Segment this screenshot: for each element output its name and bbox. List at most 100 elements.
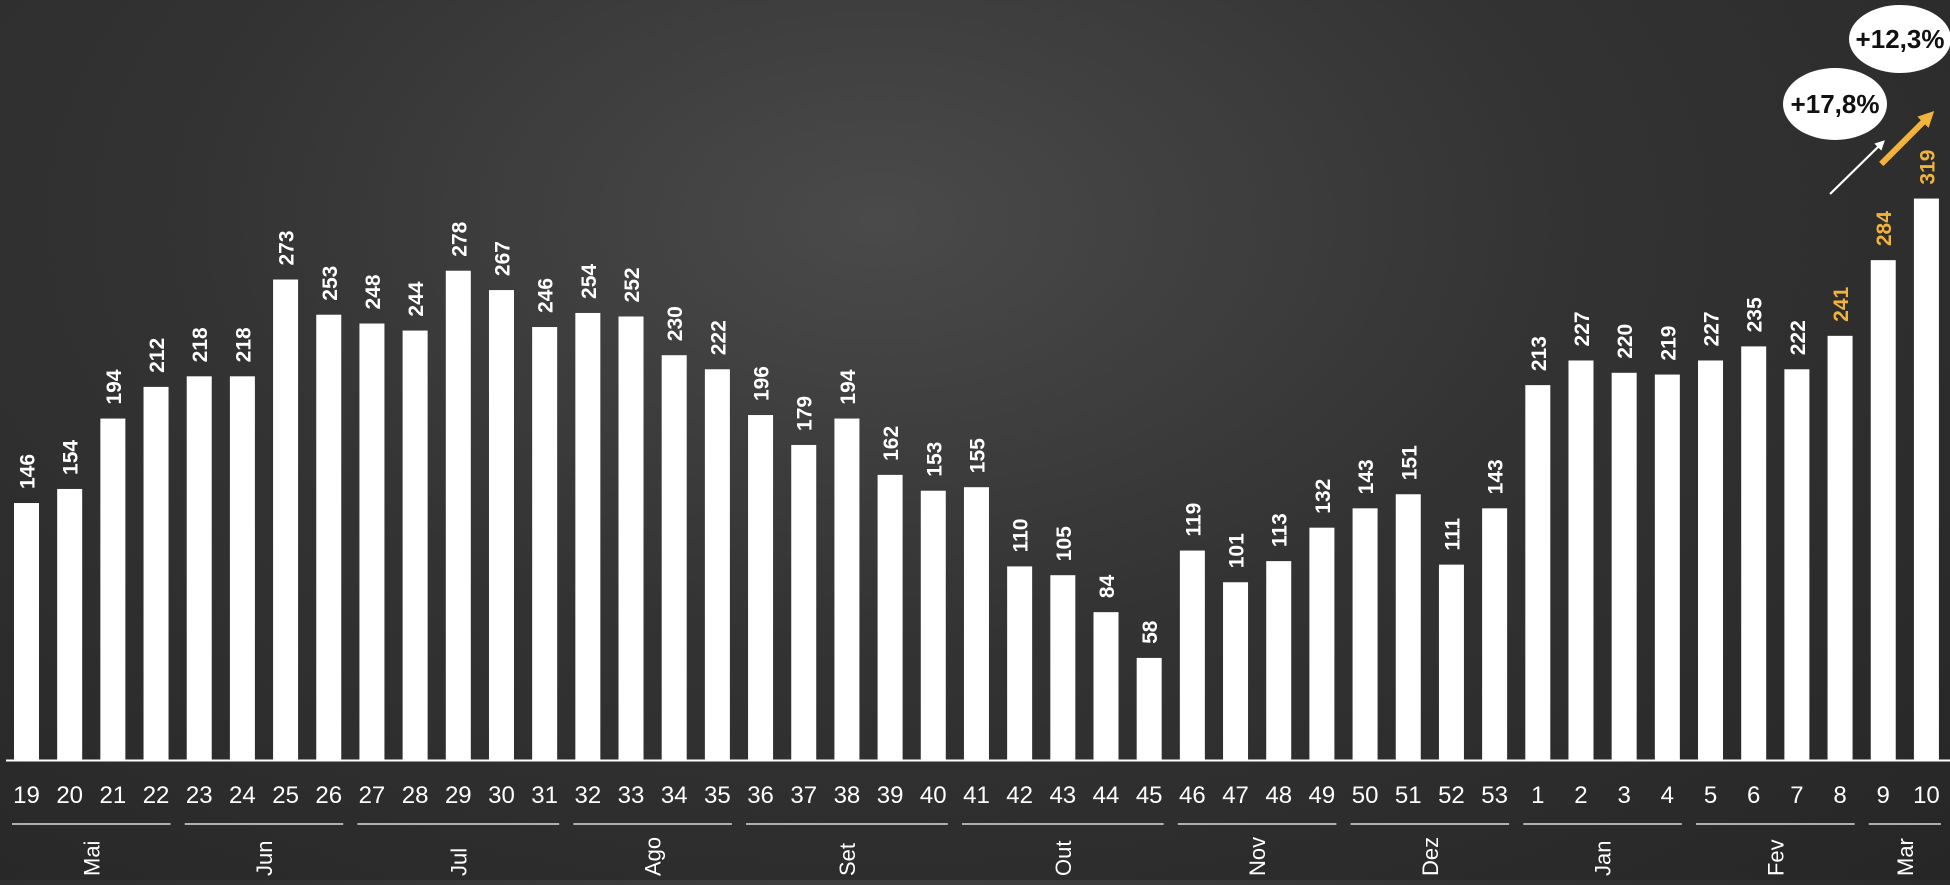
tick-label-week-21: 21 [100, 782, 127, 809]
tick-label-week-44: 44 [1093, 782, 1120, 809]
tick-label-week-51: 51 [1395, 782, 1422, 809]
data-label-week-19: 146 [17, 454, 40, 489]
bar-week-21 [100, 418, 126, 760]
bar-week-46 [1179, 550, 1205, 760]
bar-week-39 [877, 474, 903, 760]
callout-text-1: +17,8% [1791, 89, 1880, 119]
callout-bubble-1 [1783, 68, 1887, 140]
tick-label-week-53: 53 [1481, 782, 1508, 809]
bar-week-27 [359, 323, 385, 760]
month-label-Dez: Dez [1418, 837, 1443, 876]
bar-week-20 [57, 488, 83, 760]
data-label-week-30: 267 [491, 241, 514, 276]
tick-label-week-2: 2 [1574, 782, 1587, 809]
tick-label-week-25: 25 [272, 782, 299, 809]
bar-week-30 [488, 290, 514, 760]
data-label-week-2: 227 [1571, 311, 1594, 346]
tick-label-week-38: 38 [834, 782, 861, 809]
tick-label-week-45: 45 [1136, 782, 1163, 809]
callout-bubble-2 [1849, 5, 1950, 73]
month-label-Nov: Nov [1245, 837, 1270, 876]
data-label-week-23: 218 [189, 327, 212, 362]
month-label-Jan: Jan [1591, 841, 1616, 876]
tick-label-week-40: 40 [920, 782, 947, 809]
bar-week-10 [1913, 198, 1939, 760]
bar-week-32 [575, 312, 601, 760]
tick-label-week-31: 31 [531, 782, 558, 809]
tick-label-week-50: 50 [1352, 782, 1379, 809]
bar-week-41 [963, 487, 989, 760]
tick-label-week-6: 6 [1747, 782, 1760, 809]
month-label-Fev: Fev [1763, 839, 1788, 876]
data-label-week-53: 143 [1485, 459, 1508, 494]
bar-week-43 [1050, 575, 1076, 760]
arrow-white-8 [1829, 140, 1885, 195]
bar-week-5 [1698, 360, 1724, 760]
data-label-week-39: 162 [880, 426, 903, 461]
data-label-week-27: 248 [362, 274, 385, 309]
tick-label-week-4: 4 [1661, 782, 1674, 809]
bar-week-24 [229, 376, 255, 760]
data-label-week-47: 101 [1226, 533, 1249, 568]
tick-label-week-34: 34 [661, 782, 688, 809]
bar-week-48 [1266, 561, 1292, 760]
data-label-week-35: 222 [707, 320, 730, 355]
data-label-week-28: 244 [405, 281, 428, 316]
tick-label-week-43: 43 [1049, 782, 1076, 809]
bar-week-49 [1309, 527, 1335, 760]
tick-label-week-42: 42 [1006, 782, 1033, 809]
tick-label-week-20: 20 [56, 782, 83, 809]
month-label-Jul: Jul [446, 848, 471, 876]
bar-week-22 [143, 386, 169, 760]
data-label-week-21: 194 [103, 369, 126, 404]
data-label-week-9: 284 [1873, 211, 1896, 246]
bar-week-42 [1007, 566, 1033, 760]
month-label-Mar: Mar [1893, 838, 1918, 876]
data-label-week-42: 110 [1010, 519, 1033, 553]
tick-label-week-1: 1 [1531, 782, 1544, 809]
tick-label-week-36: 36 [747, 782, 774, 809]
callout-text-2: +12,3% [1856, 24, 1945, 54]
data-label-week-52: 111 [1441, 518, 1464, 551]
tick-label-week-33: 33 [618, 782, 645, 809]
data-label-week-5: 227 [1701, 311, 1724, 346]
bar-week-31 [532, 327, 558, 760]
data-label-week-38: 194 [837, 369, 860, 404]
bar-week-2 [1568, 360, 1594, 760]
bar-week-50 [1352, 508, 1378, 760]
data-label-week-26: 253 [319, 266, 342, 301]
tick-label-week-27: 27 [359, 782, 386, 809]
data-label-week-1: 213 [1528, 336, 1551, 371]
tick-label-week-41: 41 [963, 782, 990, 809]
bar-week-29 [445, 270, 471, 760]
tick-label-week-22: 22 [143, 782, 170, 809]
data-label-week-31: 246 [535, 278, 558, 313]
bar-week-40 [920, 490, 946, 760]
bar-week-26 [316, 314, 342, 760]
data-label-week-29: 278 [448, 221, 471, 256]
tick-label-week-24: 24 [229, 782, 256, 809]
month-label-Ago: Ago [641, 837, 666, 876]
bar-week-9 [1870, 260, 1896, 760]
data-label-week-34: 230 [664, 306, 687, 341]
bar-week-45 [1136, 657, 1162, 760]
bar-week-37 [791, 444, 817, 760]
data-label-week-7: 222 [1787, 320, 1810, 355]
tick-label-week-10: 10 [1913, 782, 1940, 809]
bar-week-8 [1827, 335, 1853, 760]
tick-label-week-19: 19 [13, 782, 40, 809]
bar-week-38 [834, 418, 860, 760]
data-label-week-25: 273 [276, 230, 299, 265]
tick-label-week-49: 49 [1309, 782, 1336, 809]
tick-label-week-23: 23 [186, 782, 213, 809]
bar-week-52 [1438, 564, 1464, 760]
data-label-week-22: 212 [146, 338, 169, 373]
tick-label-week-47: 47 [1222, 782, 1249, 809]
tick-label-week-52: 52 [1438, 782, 1465, 809]
month-label-Set: Set [835, 843, 860, 876]
data-label-week-40: 153 [923, 442, 946, 477]
bar-week-34 [661, 355, 687, 760]
data-label-week-4: 219 [1657, 326, 1680, 361]
